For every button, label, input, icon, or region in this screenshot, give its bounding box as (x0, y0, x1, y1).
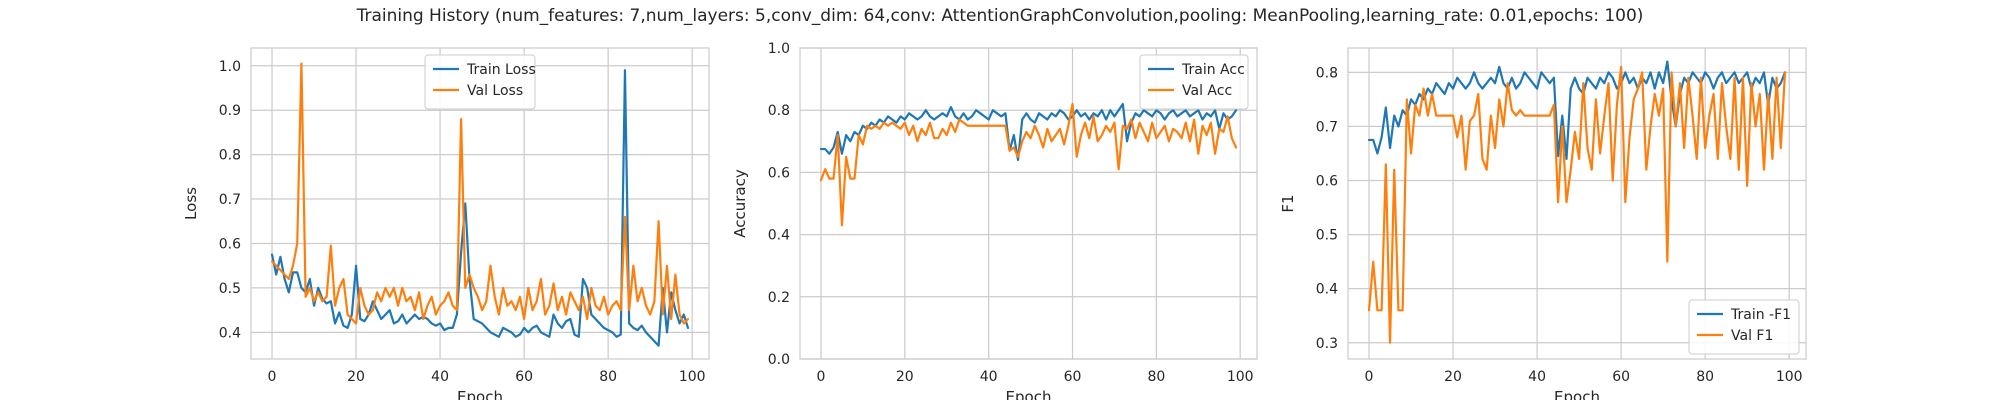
figure-title: Training History (num_features: 7,num_la… (356, 6, 1644, 26)
accuracy-y-tick-label: 0.8 (768, 103, 790, 119)
accuracy-y-tick-label: 0.6 (768, 165, 790, 181)
accuracy-series-line-train (819, 102, 1238, 162)
chart-panels: 0 20 40 60 80 100 0.4 0.5 0.6 0.7 0.8 0.9 1.0 Epoch Lo… (182, 41, 1807, 400)
f1-y-axis-label: F1 (1279, 194, 1297, 212)
accuracy-x-tick-label: 100 (1227, 369, 1254, 385)
loss-x-axis-label: Epoch (457, 388, 503, 400)
loss-x-tick-label: 0 (268, 369, 277, 385)
f1-legend-label: Val F1 (1731, 328, 1773, 344)
loss-y-tick-label: 0.5 (219, 281, 241, 297)
f1-x-tick-label: 0 (1365, 369, 1374, 385)
loss-y-axis-label: Loss (182, 187, 200, 220)
f1-series-line-train (1367, 60, 1787, 160)
f1-series-line-val (1367, 65, 1787, 344)
loss-series-line-train (270, 69, 690, 347)
accuracy-x-tick-label: 0 (817, 369, 826, 385)
f1-y-tick-label: 0.6 (1316, 174, 1338, 190)
f1-y-tick-label: 0.5 (1316, 228, 1338, 244)
accuracy-y-axis-label: Accuracy (731, 169, 749, 238)
loss-x-tick-label: 100 (679, 369, 706, 385)
loss-y-tick-label: 0.4 (219, 325, 241, 341)
accuracy-x-axis-label: Epoch (1006, 388, 1052, 400)
accuracy-panel: 0 20 40 60 80 100 0.0 0.2 0.4 0.6 0.8 1.0 Epoch Accur… (731, 41, 1258, 400)
f1-y-tick-label: 0.8 (1316, 65, 1338, 81)
accuracy-x-tick-label: 20 (896, 369, 914, 385)
f1-legend: Train -F1 Val F1 (1688, 299, 1800, 355)
f1-x-axis-label: Epoch (1554, 388, 1600, 400)
f1-x-tick-label: 100 (1776, 369, 1803, 385)
accuracy-series-line-val (819, 102, 1238, 227)
f1-y-tick-label: 0.3 (1316, 336, 1338, 352)
f1-y-tick-label: 0.7 (1316, 119, 1338, 135)
loss-series-line-val (270, 62, 690, 325)
accuracy-legend-label: Val Acc (1182, 83, 1232, 99)
accuracy-x-tick-label: 80 (1147, 369, 1165, 385)
loss-legend-label: Val Loss (467, 83, 523, 99)
loss-y-tick-label: 0.8 (219, 148, 241, 164)
f1-x-tick-label: 80 (1696, 369, 1714, 385)
f1-x-tick-label: 40 (1528, 369, 1546, 385)
accuracy-legend: Train Acc Val Acc (1139, 54, 1249, 110)
loss-y-tick-label: 0.6 (219, 236, 241, 252)
accuracy-legend-label: Train Acc (1181, 62, 1245, 78)
accuracy-x-tick-label: 40 (980, 369, 998, 385)
f1-panel: 0 20 40 60 80 100 0.3 0.4 0.5 0.6 0.7 0.8 Epoch F1 Tra… (1279, 47, 1807, 400)
accuracy-y-tick-label: 0.2 (768, 290, 790, 306)
loss-x-tick-label: 80 (599, 369, 617, 385)
loss-legend: Train Loss Val Loss (424, 54, 536, 110)
f1-x-tick-label: 60 (1612, 369, 1630, 385)
loss-x-tick-label: 60 (515, 369, 533, 385)
accuracy-y-tick-label: 1.0 (768, 41, 790, 57)
loss-x-tick-label: 20 (347, 369, 365, 385)
f1-y-tick-label: 0.4 (1316, 282, 1338, 298)
loss-y-tick-label: 0.7 (219, 192, 241, 208)
accuracy-y-tick-label: 0.4 (768, 228, 790, 244)
f1-x-tick-label: 20 (1444, 369, 1462, 385)
loss-legend-label: Train Loss (466, 62, 536, 78)
f1-legend-label: Train -F1 (1730, 307, 1791, 323)
loss-x-tick-label: 40 (431, 369, 449, 385)
loss-y-tick-label: 1.0 (219, 59, 241, 75)
loss-y-tick-label: 0.9 (219, 103, 241, 119)
loss-panel: 0 20 40 60 80 100 0.4 0.5 0.6 0.7 0.8 0.9 1.0 Epoch Lo… (182, 47, 710, 400)
accuracy-x-tick-label: 60 (1064, 369, 1082, 385)
accuracy-y-tick-label: 0.0 (768, 352, 790, 368)
